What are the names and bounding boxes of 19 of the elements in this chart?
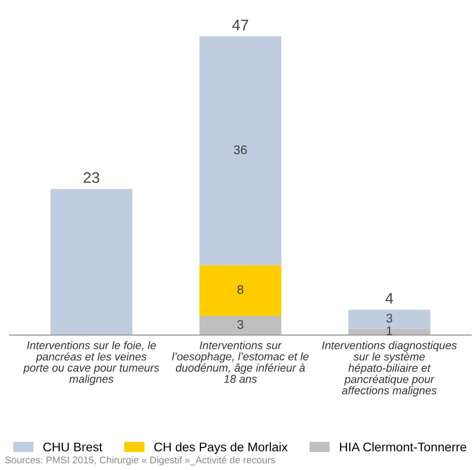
- legend-label: HIA Clermont-Tonnerre: [340, 442, 466, 452]
- total-label: 23: [84, 172, 100, 183]
- bar: [199, 36, 282, 266]
- data-label: 3: [386, 314, 392, 323]
- data-label: 3: [237, 320, 244, 329]
- x-tick-label: Interventions diagnostiques sur le système hépato-biliaire et pancréatique pour affections malignes: [322, 341, 457, 397]
- total-label: 4: [385, 293, 394, 304]
- legend-label: CH des Pays de Morlaix: [154, 442, 288, 454]
- legend-label: CHU Brest: [43, 442, 102, 452]
- data-label: 36: [234, 145, 247, 154]
- x-tick-label: Interventions sur l’oesophage, l’estomac et le duodénum, âge inférieur à 18 ans: [172, 341, 309, 383]
- data-label: 1: [386, 326, 392, 336]
- bar: [199, 265, 282, 316]
- data-label: 8: [237, 285, 244, 294]
- x-tick-label: Interventions sur le foie, le pancréas et les veines porte ou cave pour tumeurs malignes: [23, 341, 160, 386]
- total-label: 47: [232, 20, 248, 30]
- bar: [199, 316, 282, 336]
- source-note: Sources: PMSI 2015, Chirurgie « Digestif »_Activité de recours: [5, 456, 276, 466]
- bar: [50, 188, 132, 336]
